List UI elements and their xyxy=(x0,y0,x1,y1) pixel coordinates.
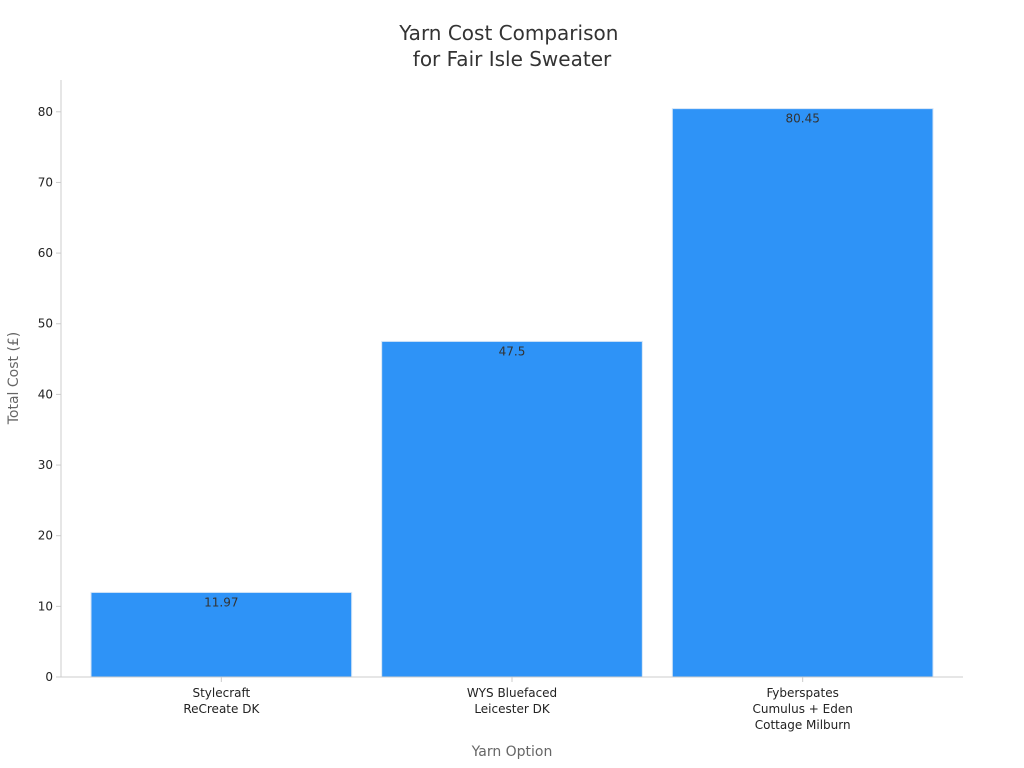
bar-value-label: 80.45 xyxy=(785,112,819,126)
x-tick-label: WYS Bluefaced Leicester DK xyxy=(467,686,557,716)
y-tick-label: 20 xyxy=(38,529,53,543)
y-ticks-group: 0 10 20 30 40 50 60 70 80 xyxy=(38,105,61,684)
data-labels-group: 11.97 47.5 80.45 xyxy=(204,112,820,610)
y-tick-label: 40 xyxy=(38,387,53,401)
y-tick-label: 0 xyxy=(45,670,53,684)
y-tick-label: 10 xyxy=(38,599,53,613)
x-tick-label-line: Fyberspates xyxy=(766,686,838,700)
y-tick-label: 60 xyxy=(38,246,53,260)
y-tick-label: 30 xyxy=(38,458,53,472)
bar xyxy=(671,108,934,678)
y-tick-label: 50 xyxy=(38,317,53,331)
bars-group xyxy=(90,108,934,678)
x-tick-label-line: ReCreate DK xyxy=(183,702,260,716)
bar xyxy=(90,591,353,678)
x-tick-label-line: WYS Bluefaced xyxy=(467,686,557,700)
chart-title: Yarn Cost Comparison for Fair Isle Sweat… xyxy=(398,21,625,71)
bar-value-label: 47.5 xyxy=(499,344,526,358)
x-tick-label: Stylecraft ReCreate DK xyxy=(183,686,260,716)
x-tick-label-line: Stylecraft xyxy=(192,686,250,700)
chart-title-line-2: for Fair Isle Sweater xyxy=(413,47,612,71)
y-tick-label: 70 xyxy=(38,175,53,189)
chart-title-line-1: Yarn Cost Comparison xyxy=(398,21,618,45)
x-tick-label-line: Cumulus + Eden xyxy=(752,702,852,716)
y-tick-label: 80 xyxy=(38,105,53,119)
bar-value-label: 11.97 xyxy=(204,595,238,609)
bar xyxy=(381,340,643,678)
x-ticks-group: Stylecraft ReCreate DK WYS Bluefaced Leices… xyxy=(183,677,853,732)
y-axis-label: Total Cost (£) xyxy=(6,332,22,426)
x-axis-label: Yarn Option xyxy=(471,744,553,760)
x-tick-label: Fyberspates Cumulus + Eden Cottage Milburn xyxy=(752,686,852,732)
x-tick-label-line: Cottage Milburn xyxy=(755,718,851,732)
x-tick-label-line: Leicester DK xyxy=(474,702,551,716)
